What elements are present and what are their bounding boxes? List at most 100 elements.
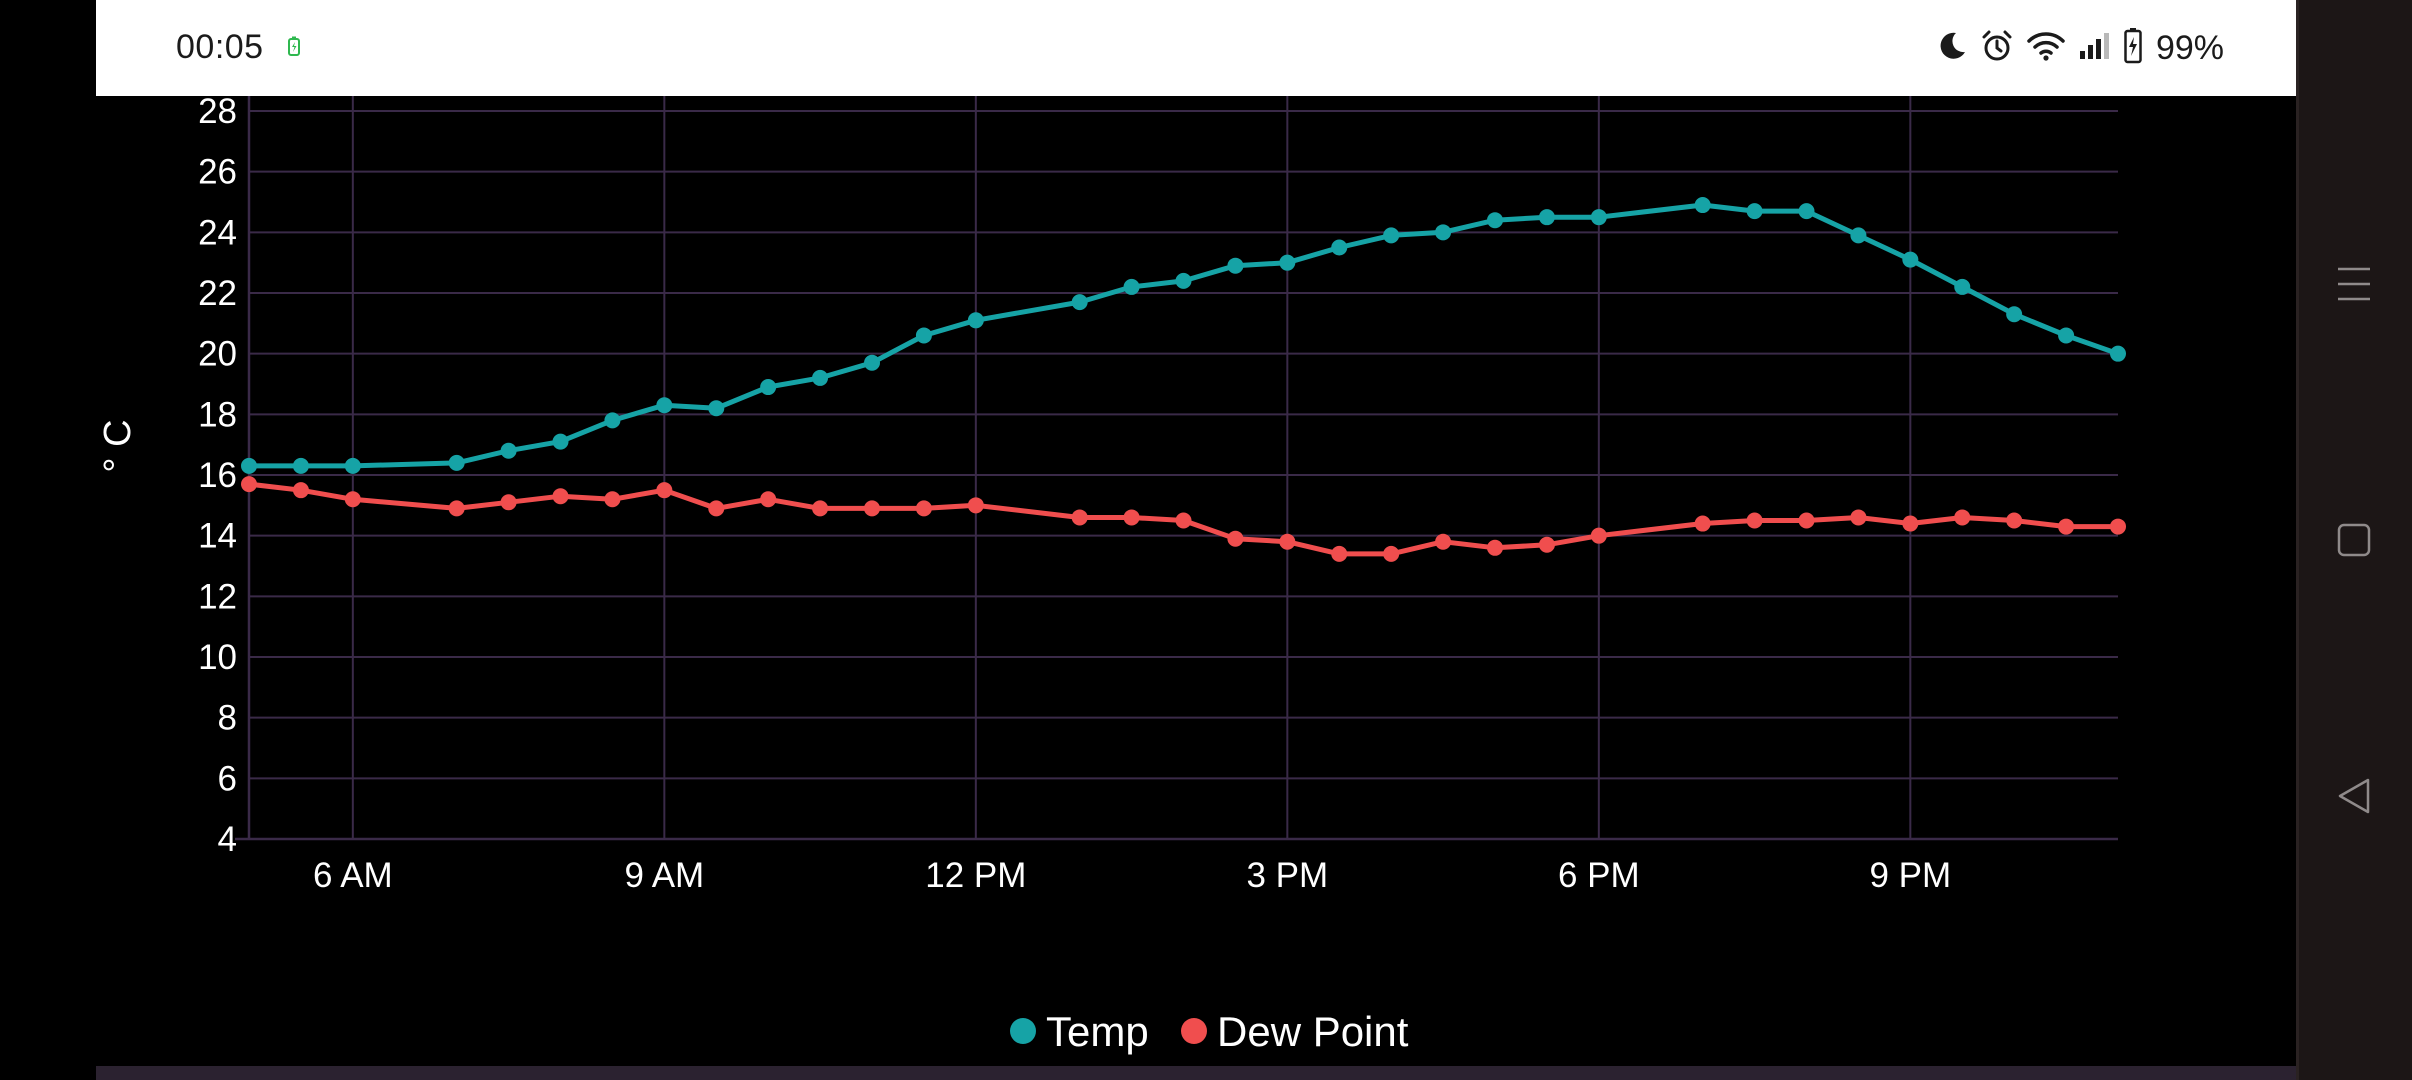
dew-point-point: [812, 500, 829, 517]
dew-point-point: [1227, 530, 1244, 547]
temp-point: [812, 369, 829, 386]
weather-line-chart: 4 6 8 10 12 14 16 18 20 22 24 26 28 6 AM 9 AM 12 PM 3 PM…: [97, 92, 2126, 1055]
temp-point: [1850, 227, 1867, 244]
temp-point: [241, 457, 257, 474]
x-tick-label: 6 AM: [313, 856, 393, 895]
temp-point: [708, 400, 725, 417]
dew-point-point: [1538, 536, 1555, 553]
dew-point-point: [1487, 539, 1503, 556]
dew-point-point: [552, 488, 569, 505]
dew-point-point: [241, 476, 257, 493]
dew-point-point: [1383, 545, 1400, 562]
chart-legend[interactable]: Temp Dew Point: [1010, 1008, 1409, 1055]
left-bezel: [0, 0, 96, 1080]
temp-point: [864, 354, 880, 371]
temp-point: [1798, 203, 1815, 220]
dew-point-point: [1123, 509, 1140, 526]
temp-point: [1123, 278, 1140, 295]
chart-axes: 4 6 8 10 12 14 16 18 20 22 24 26 28 6 AM 9 AM 12 PM 3 PM…: [198, 92, 2118, 895]
battery-percentage: 99%: [2155, 28, 2224, 67]
dew-point-point: [760, 491, 777, 508]
y-tick-label: 10: [198, 638, 237, 677]
dew-point-point: [1746, 512, 1763, 529]
y-tick-label: 22: [198, 274, 237, 313]
temp-point: [915, 327, 932, 344]
temp-line: [249, 202, 2119, 469]
legend-dew-point-label: Dew Point: [1217, 1008, 1409, 1055]
y-tick-label: 4: [218, 820, 237, 859]
temp-point: [1954, 278, 1971, 295]
y-tick-label: 18: [198, 395, 237, 434]
x-tick-label: 3 PM: [1246, 856, 1328, 895]
temp-point: [552, 433, 569, 450]
dew-point-point: [2006, 512, 2023, 529]
temp-point: [448, 454, 465, 471]
temp-point: [1279, 254, 1296, 271]
wifi-icon: [2026, 30, 2066, 67]
dew-point-point: [1902, 515, 1919, 532]
chart-series: [241, 197, 2126, 562]
legend-temp-marker: [1010, 1018, 1036, 1044]
dew-point-point: [2058, 518, 2075, 535]
y-tick-label: 20: [198, 335, 237, 374]
bottom-bezel: [96, 1066, 2296, 1080]
y-tick-label: 26: [198, 153, 237, 192]
dew-point-point: [2110, 518, 2126, 535]
y-tick-label: 6: [218, 759, 237, 798]
temp-point: [2058, 327, 2075, 344]
temp-point: [1175, 272, 1192, 289]
home-square-icon[interactable]: [2324, 510, 2384, 570]
battery-charging-icon: [288, 36, 300, 61]
temp-point: [604, 412, 621, 429]
dew-point-point: [604, 491, 621, 508]
temp-point: [292, 457, 309, 474]
temp-point: [1383, 227, 1400, 244]
temp-point: [344, 457, 361, 474]
chart-grid: [249, 95, 2118, 840]
y-tick-label: 24: [198, 213, 237, 252]
dew-point-point: [1175, 512, 1192, 529]
navigation-bar: [2296, 0, 2412, 1080]
x-tick-label: 6 PM: [1558, 856, 1640, 895]
dew-point-point: [1279, 533, 1296, 550]
temp-point: [967, 312, 984, 329]
temp-point: [2006, 306, 2023, 323]
x-tick-label: 9 PM: [1869, 856, 1951, 895]
menu-icon[interactable]: [2324, 254, 2384, 314]
temp-point: [1746, 203, 1763, 220]
y-tick-label: 28: [198, 92, 237, 131]
dew-point-point: [344, 491, 361, 508]
temp-point: [1487, 212, 1503, 229]
y-tick-label: 16: [198, 456, 237, 495]
status-icons: 99%: [1936, 24, 2224, 72]
x-tick-label: 9 AM: [624, 856, 704, 895]
dew-point-point: [1954, 509, 1971, 526]
temp-point: [500, 442, 517, 459]
dew-point-point: [1590, 527, 1607, 544]
temp-point: [1694, 197, 1711, 214]
dew-point-point: [292, 482, 309, 499]
dew-point-point: [708, 500, 725, 517]
dew-point-point: [864, 500, 880, 517]
back-triangle-icon[interactable]: [2324, 766, 2384, 826]
y-axis-label: ° C: [97, 419, 139, 472]
legend-dew-point-marker: [1181, 1018, 1207, 1044]
dew-point-point: [500, 494, 517, 511]
alarm-icon: [1980, 29, 2014, 68]
y-tick-label: 12: [198, 577, 237, 616]
temp-point: [760, 379, 777, 396]
dew-point-point: [1071, 509, 1088, 526]
moon-icon: [1936, 30, 1968, 67]
app-screen: 4 6 8 10 12 14 16 18 20 22 24 26 28 6 AM 9 AM 12 PM 3 PM…: [96, 0, 2296, 1080]
temp-point: [656, 397, 673, 414]
dew-point-point: [915, 500, 932, 517]
status-time: 00:05: [176, 28, 264, 66]
temp-point: [1435, 224, 1452, 241]
dew-point-point: [967, 497, 984, 514]
temp-point: [1227, 257, 1244, 274]
legend-temp-label: Temp: [1046, 1008, 1149, 1055]
y-tick-label: 8: [218, 699, 237, 738]
dew-point-point: [656, 482, 673, 499]
temp-point: [1590, 209, 1607, 226]
x-tick-label: 12 PM: [925, 856, 1026, 895]
